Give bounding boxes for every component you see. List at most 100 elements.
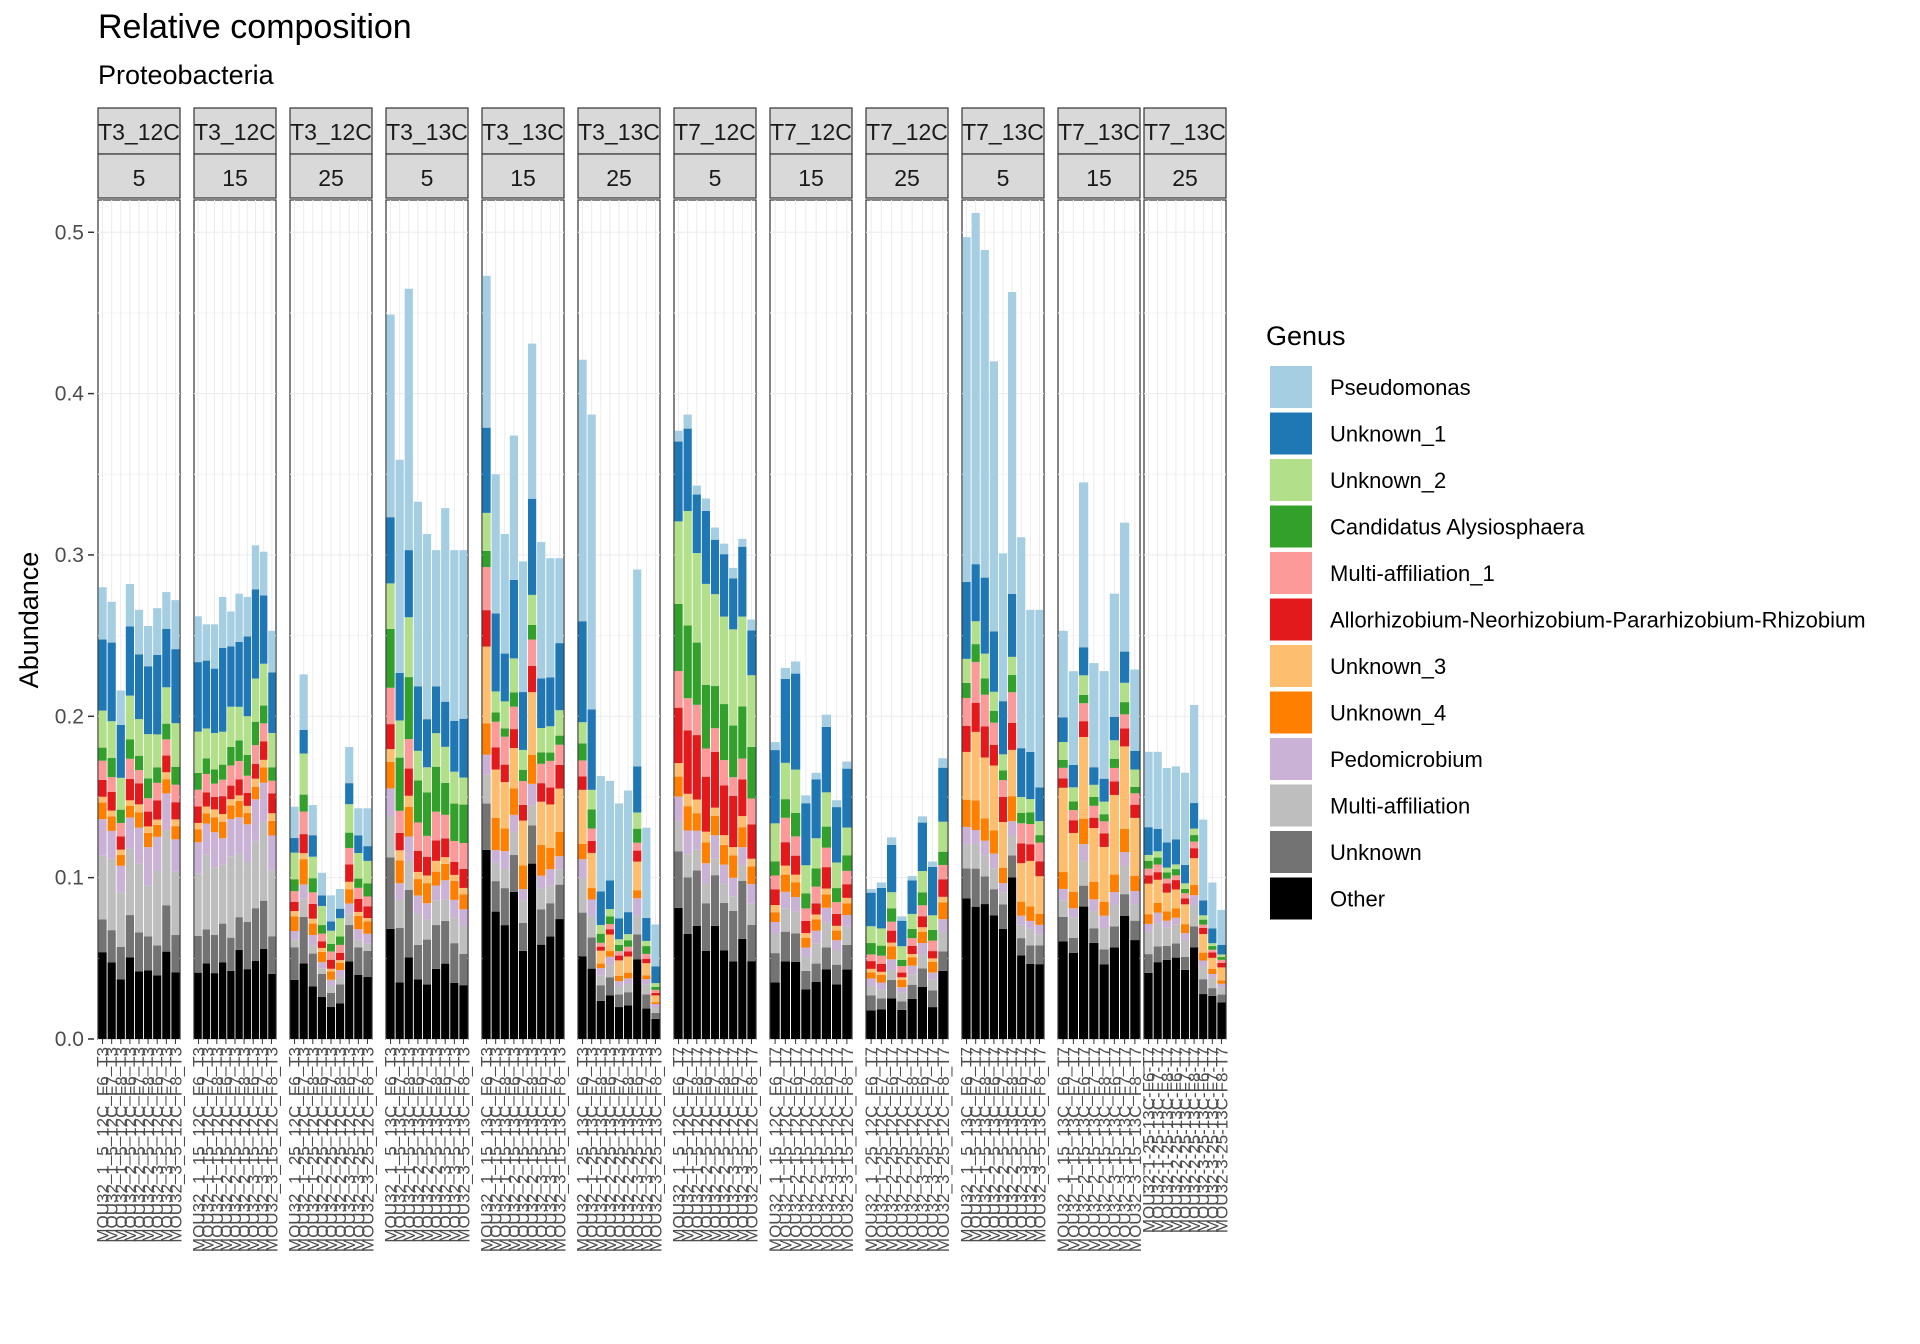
bar-segment [642, 946, 651, 954]
bar-segment [701, 583, 710, 685]
bar-segment [907, 876, 917, 881]
legend-item: Unknown_1 [1270, 412, 1446, 455]
bar-segment [1099, 833, 1109, 847]
bar-segment [938, 932, 948, 952]
bar-segment [1120, 894, 1130, 916]
x-tick-label: MOU32_1_25_12C_F7_T7 [872, 1047, 891, 1252]
bar-segment [980, 904, 989, 1039]
bar-segment [928, 1007, 938, 1039]
bar-segment [509, 706, 518, 730]
x-tick-label: MOU32-2-25-13C-F6-T7 [1167, 1047, 1186, 1233]
x-tick-label: MOU32_2_15_12C_F7_T3 [226, 1047, 245, 1252]
bar-segment [642, 958, 651, 964]
bar-segment [1199, 927, 1208, 935]
bar-segment [605, 929, 614, 935]
bar-segment [651, 924, 660, 967]
x-tick-label: MOU32_1_5_13C_F7_T3 [391, 1047, 410, 1243]
bar-segment [1190, 848, 1199, 859]
bar-segment [738, 938, 747, 1039]
bar-segment [107, 777, 116, 792]
chart-title: Relative composition [98, 8, 412, 46]
strip-bottom-bg [97, 153, 181, 199]
bar-segment [395, 982, 404, 1039]
bar-segment [317, 925, 326, 934]
bar-segment [1068, 820, 1078, 833]
bar-segment [811, 868, 821, 887]
x-tick-label: MOU32_1_25_12C_F6_T3 [286, 1047, 305, 1252]
bar-segment [134, 827, 144, 864]
bar-segment [260, 663, 268, 706]
bar-segment [887, 998, 897, 1039]
bar-segment [413, 822, 422, 851]
bar-segment [917, 931, 927, 944]
bar-segment [578, 743, 587, 761]
bar-segment [633, 569, 642, 767]
bar-segment [1026, 928, 1035, 946]
bar-segment [720, 883, 729, 904]
bar-segment [1162, 959, 1171, 1039]
bar-segment [1079, 844, 1089, 862]
bar-segment [1190, 926, 1199, 948]
bar-segment [555, 764, 564, 789]
bar-segment [624, 978, 633, 985]
bar-segment [153, 608, 162, 655]
bar-segment [596, 985, 605, 1001]
bar-segment [235, 800, 243, 818]
bar-segment [642, 917, 651, 941]
bar-segment [171, 802, 180, 820]
x-tick-label: MOU32_3_15_13C_F7_T7 [1116, 1047, 1135, 1252]
bar-segment [989, 915, 998, 1039]
bar-segment [268, 780, 276, 794]
bar-segment [876, 882, 886, 888]
bar-segment [887, 969, 897, 981]
bar-segment [866, 892, 876, 927]
bar-segment [971, 564, 980, 622]
legend-item: Pseudomonas [1270, 366, 1471, 408]
bar-segment [962, 799, 971, 827]
bar-segment [317, 895, 326, 906]
bar-segment [235, 706, 243, 741]
bar-segment [651, 1008, 660, 1013]
bar-segment [336, 970, 345, 978]
bar-segment [962, 697, 971, 726]
bar-segment [537, 909, 546, 945]
bar-segment [98, 855, 107, 920]
x-tick-label: MOU32_1_5_12C_F7_T7 [679, 1047, 698, 1243]
bar-segment [1153, 857, 1162, 865]
bar-segment [555, 788, 564, 832]
y-axis: 0.0 0.1 0.2 0.3 0.4 0.5 [55, 221, 94, 1051]
bar-segment [801, 908, 811, 921]
facet-panel: T7_12C 25 MOU32_1_25_12C_F6_T7MOU32_1_25_1… [862, 107, 953, 1252]
bar-segment [1008, 877, 1017, 1039]
bar-segment [1068, 787, 1078, 802]
bar-segment [1153, 912, 1162, 924]
bar-segment [1089, 817, 1099, 829]
bar-segment [1199, 960, 1208, 967]
bar-segment [1171, 924, 1180, 944]
bar-segment [1008, 722, 1017, 750]
bar-segment [1008, 749, 1017, 797]
bar-segment [989, 889, 998, 916]
bar-segment [299, 884, 308, 899]
strip-label-top: T7_13C [1058, 119, 1140, 145]
bar-segment [509, 658, 518, 693]
bar-segment [441, 814, 450, 839]
bar-segment [491, 474, 500, 614]
bar-segment [537, 875, 546, 889]
bar-segment [134, 609, 144, 655]
bar-segment [729, 578, 738, 630]
bar-segment [710, 835, 720, 859]
bar-segment [596, 975, 605, 986]
bar-segment [317, 997, 326, 1039]
bar-segment [780, 762, 790, 800]
bar-segment [153, 800, 162, 820]
bar-segment [194, 731, 202, 773]
bar-segment [227, 818, 235, 857]
bar-segment [1120, 852, 1130, 866]
bar-segment [605, 909, 614, 917]
bar-segment [692, 849, 701, 871]
bar-segment [1153, 864, 1162, 873]
bar-segment [210, 668, 219, 733]
bar-segment [299, 729, 308, 754]
bar-segment [801, 933, 811, 938]
